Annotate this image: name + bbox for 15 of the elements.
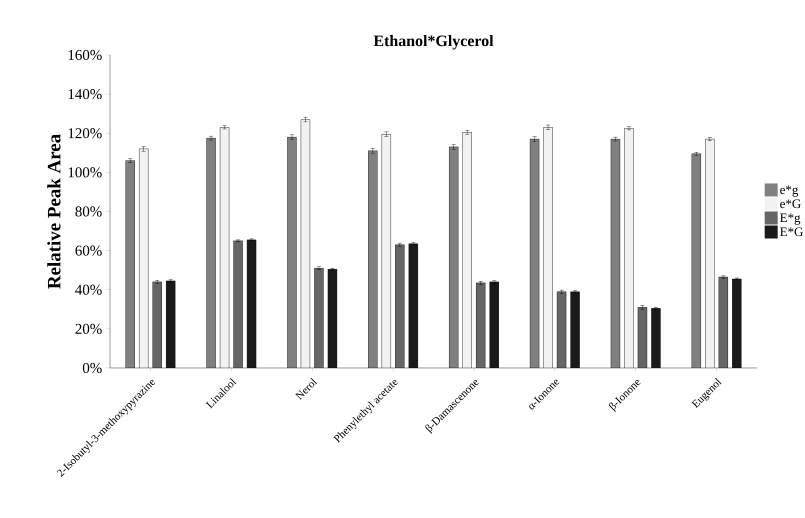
- y-tick-label: 0%: [82, 362, 102, 374]
- y-tick-label: 80%: [75, 206, 102, 217]
- chart-title: Ethanol*Glycerol: [374, 34, 494, 50]
- legend-label: E*G: [780, 227, 804, 236]
- y-tick-label: 160%: [68, 50, 102, 60]
- y-tick-label: 100%: [68, 167, 102, 178]
- y-tick-label: 60%: [75, 246, 102, 256]
- legend-label: e*G: [780, 199, 801, 208]
- legend-label: e*g: [780, 185, 798, 197]
- y-tick-label: 140%: [68, 89, 102, 100]
- y-tick-label: 40%: [75, 284, 102, 295]
- y-tick-label: 120%: [68, 128, 102, 138]
- y-tick-label: 20%: [76, 324, 102, 334]
- legend-label: E*g: [780, 213, 800, 225]
- y-axis-title: Relative Peak Area: [47, 134, 61, 289]
